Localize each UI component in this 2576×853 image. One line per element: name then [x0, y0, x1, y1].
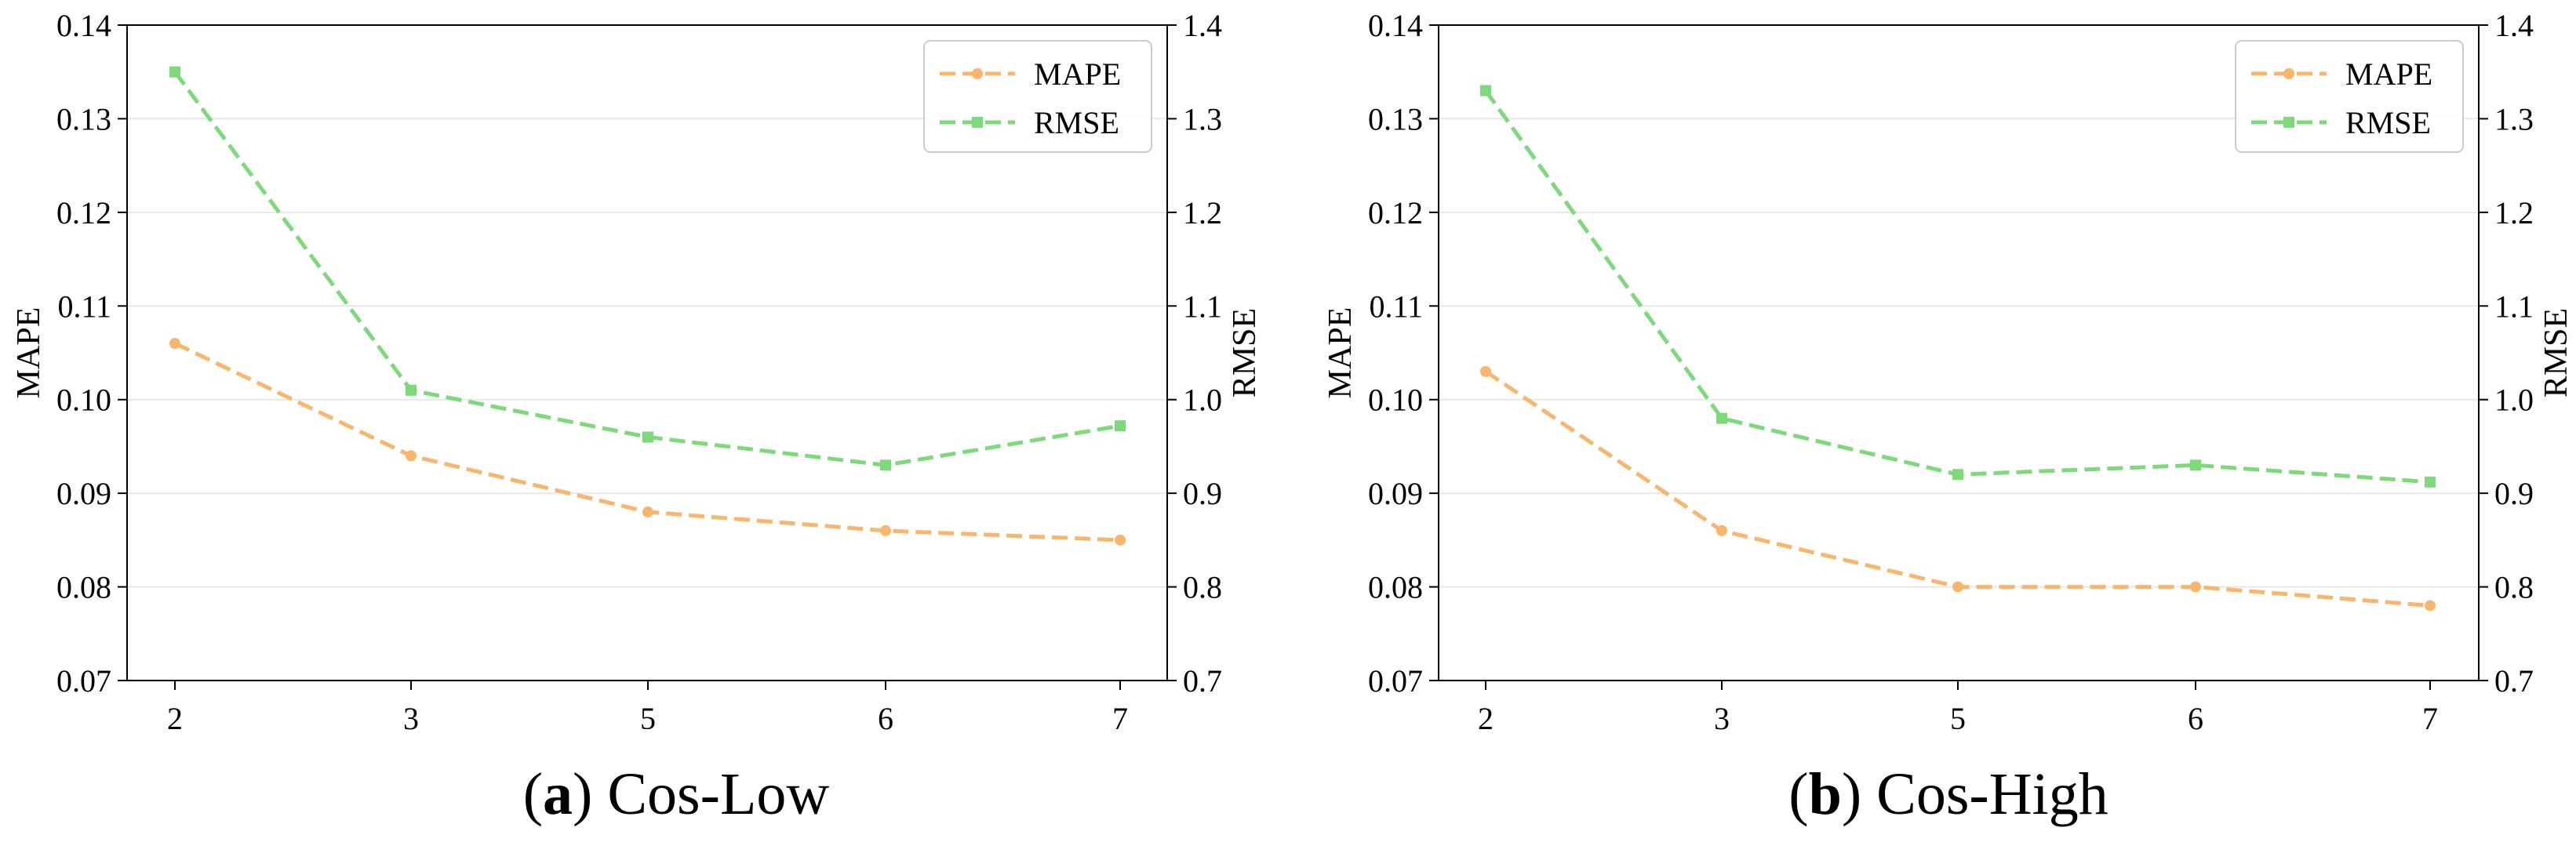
- caption-a-text: Cos-Low: [607, 761, 830, 827]
- data-point-rmse: [2425, 476, 2436, 488]
- y-tick-label: 0.07: [1368, 663, 1423, 699]
- y-tick-label: 0.14: [1368, 8, 1423, 43]
- legend-marker-rmse: [2283, 117, 2294, 128]
- y2-axis-label: RMSE: [2538, 308, 2574, 397]
- y-tick-label: 0.11: [57, 289, 111, 324]
- x-tick-label: 6: [2188, 701, 2203, 736]
- data-point-mape: [1480, 365, 1491, 377]
- legend-label-mape: MAPE: [2345, 56, 2432, 92]
- legend-label-mape: MAPE: [1034, 56, 1121, 92]
- y2-tick-label: 1.4: [2494, 8, 2534, 43]
- y-tick-label: 0.09: [1368, 476, 1423, 511]
- data-point-mape: [1716, 525, 1727, 536]
- y-tick-label: 0.14: [56, 8, 111, 43]
- x-tick-label: 2: [1478, 701, 1494, 736]
- data-point-mape: [2425, 600, 2436, 612]
- y-tick-label: 0.07: [56, 663, 111, 699]
- data-point-rmse: [1480, 85, 1491, 96]
- legend: MAPE RMSE: [923, 40, 1152, 153]
- y2-tick-label: 1.0: [1183, 383, 1222, 418]
- legend-marker-mape: [2283, 68, 2294, 79]
- y2-tick-label: 0.8: [1183, 570, 1222, 605]
- data-point-mape: [1952, 581, 1963, 593]
- y-tick-label: 0.13: [1368, 101, 1423, 136]
- data-point-mape: [2190, 581, 2201, 593]
- y2-tick-label: 0.9: [2494, 476, 2534, 511]
- caption-a: (a) Cos-Low: [522, 761, 830, 827]
- y-tick-label: 0.12: [1368, 195, 1423, 230]
- data-point-rmse: [1952, 469, 1963, 481]
- y-axis-label: MAPE: [11, 307, 47, 399]
- data-point-rmse: [406, 384, 417, 396]
- x-tick-label: 2: [167, 701, 183, 736]
- y2-tick-label: 1.0: [2494, 383, 2534, 418]
- y2-tick-label: 1.1: [1183, 289, 1222, 324]
- chart-panel-a: 0.07 0.08 0.09 0.10 0.11 0.12 0.13 0.14 0.7 0.8 0.…: [11, 8, 1263, 736]
- y2-tick-label: 1.3: [2494, 101, 2534, 136]
- y-tick-label: 0.10: [56, 383, 111, 418]
- y-tick-label: 0.10: [1368, 383, 1423, 418]
- y2-tick-label: 1.2: [1183, 195, 1222, 230]
- legend-label-rmse: RMSE: [1034, 105, 1119, 140]
- y-tick-label: 0.08: [1368, 570, 1423, 605]
- y2-tick-label: 0.7: [1183, 663, 1222, 699]
- x-tick-label: 7: [2422, 701, 2438, 736]
- chart-panel-b: 0.07 0.08 0.09 0.10 0.11 0.12 0.13 0.14 0.7 0.8 0.…: [1323, 8, 2574, 736]
- data-point-rmse: [2190, 459, 2201, 471]
- data-point-rmse: [1716, 412, 1727, 424]
- data-point-mape: [642, 506, 653, 518]
- y-tick-label: 0.12: [56, 195, 111, 230]
- caption-b-text: Cos-High: [1876, 761, 2108, 827]
- y2-tick-label: 1.1: [2494, 289, 2534, 324]
- data-point-rmse: [1115, 420, 1126, 432]
- y2-tick-label: 0.9: [1183, 476, 1222, 511]
- x-tick-label: 3: [1714, 701, 1730, 736]
- caption-b-label: b: [1808, 761, 1842, 827]
- y-tick-label: 0.11: [1369, 289, 1423, 324]
- legend-marker-rmse: [972, 117, 983, 128]
- y-tick-label: 0.08: [56, 570, 111, 605]
- legend-marker-mape: [972, 68, 983, 79]
- y2-tick-label: 1.3: [1183, 101, 1222, 136]
- x-tick-label: 3: [403, 701, 419, 736]
- y2-axis-label: RMSE: [1227, 308, 1263, 397]
- data-point-rmse: [642, 431, 653, 443]
- y-axis-label: MAPE: [1323, 307, 1359, 399]
- caption-b: (b) Cos-High: [1788, 761, 2108, 827]
- data-point-rmse: [880, 459, 891, 471]
- caption-a-label: a: [543, 761, 573, 827]
- legend: MAPE RMSE: [2235, 40, 2464, 153]
- y2-tick-label: 1.2: [2494, 195, 2534, 230]
- data-point-mape: [169, 338, 180, 350]
- x-tick-label: 6: [878, 701, 893, 736]
- legend-label-rmse: RMSE: [2345, 105, 2431, 140]
- x-tick-label: 5: [640, 701, 656, 736]
- data-point-mape: [880, 525, 891, 536]
- data-point-mape: [1115, 534, 1126, 546]
- series-line-mape: [1484, 369, 2431, 608]
- x-tick-label: 7: [1112, 701, 1128, 736]
- data-point-mape: [406, 450, 417, 462]
- data-point-rmse: [169, 66, 180, 78]
- y2-tick-label: 0.7: [2494, 663, 2534, 699]
- x-tick-label: 5: [1950, 701, 1966, 736]
- y-tick-label: 0.09: [56, 476, 111, 511]
- y-tick-label: 0.13: [56, 101, 111, 136]
- y2-tick-label: 1.4: [1183, 8, 1222, 43]
- y2-tick-label: 0.8: [2494, 570, 2534, 605]
